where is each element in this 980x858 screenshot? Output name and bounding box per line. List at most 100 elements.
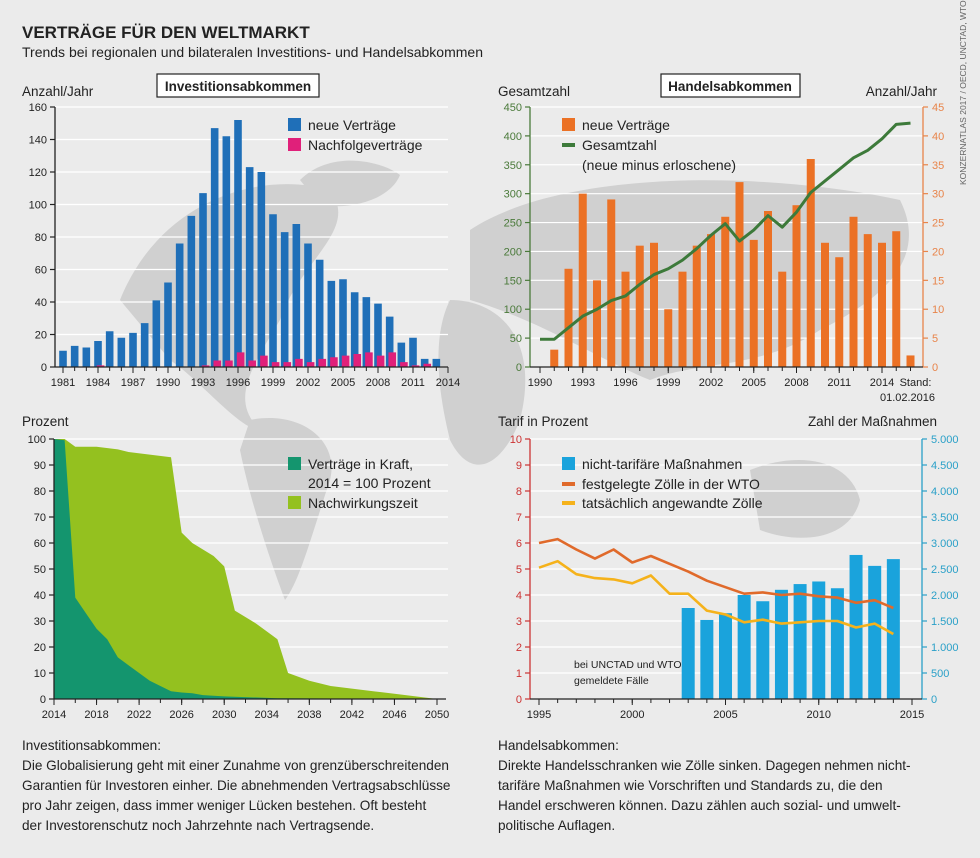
source-credit: KONZERNATLAS 2017 / OECD, UNCTAD, WTO (958, 0, 968, 185)
y-tick-label: 0 (40, 694, 46, 706)
y-axis-label: Prozent (22, 414, 69, 429)
chart-note: gemeldete Fälle (574, 675, 649, 687)
text-line: Die Globalisierung geht mit einer Zunahm… (22, 758, 449, 773)
y-tick-label: 35 (932, 160, 944, 172)
y-tick-label: 3.500 (931, 512, 959, 524)
text-trade: Handelsabkommen: Direkte Handelsschranke… (498, 738, 911, 833)
bar-new-treaties (269, 214, 277, 367)
y-tick-label: 400 (504, 131, 522, 143)
bar-new-treaties (175, 243, 184, 367)
bar-new-treaties (245, 167, 254, 367)
y-tick-label: 40 (35, 297, 47, 309)
bar-non-tariff-measures (774, 589, 788, 699)
chart-tariffs: Tarif in Prozent Zahl der Maßnahmen 0 1 2 3… (498, 414, 959, 721)
x-tick-label: 2050 (425, 709, 449, 721)
text-line: Garantien für Investoren einher. Die abn… (22, 778, 450, 793)
bar-successor-treaties (423, 363, 432, 367)
legend-label: nicht-tarifäre Maßnahmen (582, 456, 742, 472)
y-tick-label: 2 (516, 642, 522, 654)
bar-new-trade-agreements (678, 271, 687, 367)
bar-successor-treaties (341, 355, 350, 367)
bar-successor-treaties (96, 365, 105, 367)
y-tick-label: 0 (516, 362, 522, 374)
bar-new-trade-agreements (792, 205, 801, 367)
y-tick-label: 120 (29, 167, 47, 179)
bar-new-trade-agreements (607, 199, 616, 367)
bar-non-tariff-measures (868, 565, 882, 699)
y-tick-label: 4.500 (931, 460, 959, 472)
y-tick-label: 6 (516, 538, 522, 550)
chart-title: Investitionsabkommen (165, 79, 311, 94)
y-axis-label-left: Gesamtzahl (498, 84, 570, 99)
bar-new-treaties (409, 337, 417, 367)
legend-label: festgelegte Zölle in der WTO (582, 476, 760, 492)
x-tick-label: 1993 (571, 377, 595, 389)
x-tick-label: 2014 (42, 709, 66, 721)
x-tick-label: 2042 (340, 709, 364, 721)
chart-title-box (156, 73, 320, 98)
bar-non-tariff-measures (681, 608, 695, 699)
y-tick-label: 40 (34, 590, 46, 602)
y-tick-label: 1.000 (931, 642, 959, 654)
x-tick-label: 2008 (784, 377, 808, 389)
legend-label: neue Verträge (308, 117, 396, 133)
y-axis-label-right: Zahl der Maßnahmen (808, 414, 937, 429)
bar-new-trade-agreements (621, 271, 630, 367)
bar-new-trade-agreements (835, 257, 844, 367)
x-tick-label: 2005 (713, 709, 737, 721)
y-tick-label: 150 (504, 275, 522, 287)
text-heading: Investitionsabkommen: (22, 738, 161, 753)
bar-successor-treaties (248, 360, 257, 367)
x-tick-label: 1987 (121, 377, 145, 389)
y-tick-label: 4 (516, 590, 522, 602)
x-tick-label: 2018 (84, 709, 108, 721)
y-tick-label: 60 (35, 265, 47, 277)
bar-new-treaties (117, 337, 126, 367)
y-tick-label: 2.000 (931, 590, 959, 602)
x-tick-label: 2005 (742, 377, 766, 389)
bar-successor-treaties (353, 354, 362, 367)
legend-swatch-in-force (288, 457, 301, 470)
y-tick-label: 50 (510, 333, 522, 345)
text-line: pro Jahr zeigen, dass immer weniger Lück… (22, 798, 426, 813)
x-tick-label: 2034 (255, 709, 279, 721)
bar-new-trade-agreements (593, 280, 601, 367)
bar-successor-treaties (388, 352, 397, 367)
bar-new-treaties (292, 224, 301, 367)
y-tick-label: 0 (41, 362, 47, 374)
x-tick-label: 2022 (127, 709, 151, 721)
bar-new-trade-agreements (778, 271, 787, 367)
y-tick-label: 100 (28, 434, 46, 446)
bar-non-tariff-measures (737, 595, 751, 699)
y-tick-label: 8 (516, 486, 522, 498)
x-tick-label: 2026 (169, 709, 193, 721)
y-tick-label: 80 (35, 232, 47, 244)
bar-new-trade-agreements (821, 242, 829, 367)
y-tick-label: 10 (510, 434, 522, 446)
bar-new-treaties (199, 193, 207, 367)
x-tick-label: 1999 (261, 377, 285, 389)
bar-new-trade-agreements (735, 182, 744, 367)
x-tick-label: 2000 (620, 709, 644, 721)
line-applied-tariffs (538, 559, 894, 636)
legend-label: neue Verträge (582, 117, 670, 133)
bar-new-treaties (140, 323, 149, 367)
legend-swatch-new (288, 118, 301, 131)
bar-new-trade-agreements (764, 211, 772, 367)
line-total-agreements (540, 121, 911, 341)
legend-swatch-sunset (288, 496, 301, 509)
text-line: tarifäre Maßnahmen wie Vorschriften und … (498, 778, 883, 793)
y-tick-label: 20 (932, 246, 944, 258)
bar-successor-treaties (271, 362, 280, 367)
area-treaties-in-force (54, 439, 437, 699)
bar-successor-treaties (201, 365, 210, 367)
bar-new-trade-agreements (650, 242, 658, 367)
y-tick-label: 5.000 (931, 434, 959, 446)
x-tick-label: 1984 (86, 377, 110, 389)
x-tick-label: 2046 (382, 709, 406, 721)
x-tick-label-stand: Stand: (900, 377, 932, 389)
legend-swatch-bars (562, 118, 575, 131)
chart-note: bei UNCTAD und WTO (574, 659, 682, 671)
text-investment: Investitionsabkommen: Die Globalisierung… (22, 738, 450, 833)
